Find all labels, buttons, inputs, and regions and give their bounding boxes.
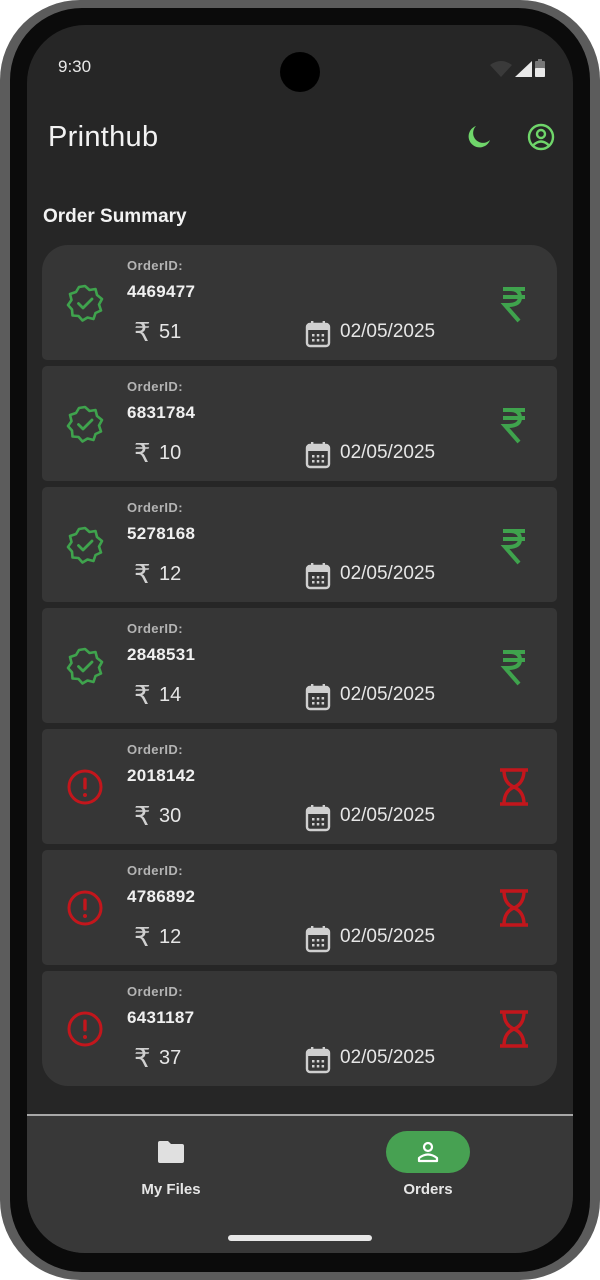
pending-hourglass-icon[interactable]	[499, 1009, 529, 1049]
rupee-icon: ₹	[134, 922, 151, 952]
payment-done-rupee-icon[interactable]	[499, 283, 529, 323]
home-indicator[interactable]	[228, 1235, 372, 1241]
camera-cutout	[280, 52, 320, 92]
order-id: 2848531	[127, 645, 196, 664]
calendar-icon	[305, 320, 331, 348]
order-id: 6831784	[127, 403, 196, 422]
order-card[interactable]: OrderID: 2018142 ₹ 30 02/05/2025	[42, 729, 557, 844]
order-list: OrderID: 4469477 ₹ 51 02/05/2025 OrderID…	[42, 245, 557, 1092]
app-screen: 9:30 Printhub Order Summary OrderID: 446…	[27, 25, 573, 1253]
order-id-label: OrderID:	[127, 863, 183, 878]
person-icon	[417, 1141, 439, 1163]
status-time: 9:30	[58, 57, 92, 76]
app-title: Printhub	[48, 121, 159, 153]
order-id-label: OrderID:	[127, 742, 183, 757]
order-date: 02/05/2025	[340, 805, 436, 826]
rupee-icon: ₹	[134, 559, 151, 589]
order-date: 02/05/2025	[340, 684, 436, 705]
signal-icon	[515, 61, 532, 77]
moon-icon[interactable]	[464, 123, 492, 151]
nav-pill-active	[386, 1131, 470, 1173]
order-id-label: OrderID:	[127, 984, 183, 999]
order-card[interactable]: OrderID: 4469477 ₹ 51 02/05/2025	[42, 245, 557, 360]
nav-divider	[27, 1114, 573, 1116]
calendar-icon	[305, 562, 331, 590]
order-card[interactable]: OrderID: 6431187 ₹ 37 02/05/2025	[42, 971, 557, 1086]
pending-hourglass-icon[interactable]	[499, 888, 529, 928]
order-date: 02/05/2025	[340, 442, 436, 463]
calendar-icon	[305, 441, 331, 469]
order-date: 02/05/2025	[340, 563, 436, 584]
order-date: 02/05/2025	[340, 926, 436, 947]
folder-icon	[158, 1141, 184, 1163]
order-id: 4786892	[127, 887, 196, 906]
rupee-icon: ₹	[134, 317, 151, 347]
order-card[interactable]: OrderID: 4786892 ₹ 12 02/05/2025	[42, 850, 557, 965]
nav-label: My Files	[141, 1181, 201, 1198]
rupee-icon: ₹	[134, 801, 151, 831]
payment-done-rupee-icon[interactable]	[499, 646, 529, 686]
calendar-icon	[305, 683, 331, 711]
nav-item-my-files[interactable]: My Files	[111, 1131, 231, 1201]
order-date: 02/05/2025	[340, 1047, 436, 1068]
order-id-label: OrderID:	[127, 500, 183, 515]
order-id-label: OrderID:	[127, 258, 183, 273]
rupee-icon: ₹	[134, 680, 151, 710]
error-alert-icon	[66, 768, 104, 806]
order-amount: 30	[159, 805, 182, 827]
order-amount: 37	[159, 1047, 182, 1069]
order-id: 2018142	[127, 766, 196, 785]
payment-done-rupee-icon[interactable]	[499, 404, 529, 444]
verified-badge-icon	[66, 526, 104, 564]
payment-done-rupee-icon[interactable]	[499, 525, 529, 565]
order-amount: 12	[159, 563, 182, 585]
order-amount: 10	[159, 442, 182, 464]
order-card[interactable]: OrderID: 5278168 ₹ 12 02/05/2025	[42, 487, 557, 602]
order-id: 6431187	[127, 1008, 195, 1027]
verified-badge-icon	[66, 284, 104, 322]
bottom-nav: My Files Orders	[27, 1116, 573, 1253]
order-id: 4469477	[127, 282, 196, 301]
nav-label: Orders	[403, 1181, 453, 1198]
wifi-icon	[490, 61, 512, 77]
order-card[interactable]: OrderID: 2848531 ₹ 14 02/05/2025	[42, 608, 557, 723]
battery-icon	[535, 59, 545, 77]
error-alert-icon	[66, 889, 104, 927]
nav-pill	[129, 1131, 213, 1173]
order-id-label: OrderID:	[127, 379, 183, 394]
pending-hourglass-icon[interactable]	[499, 767, 529, 807]
error-alert-icon	[66, 1010, 104, 1048]
calendar-icon	[305, 804, 331, 832]
status-icons	[490, 59, 545, 77]
order-id: 5278168	[127, 524, 196, 543]
verified-badge-icon	[66, 405, 104, 443]
order-id-label: OrderID:	[127, 621, 183, 636]
rupee-icon: ₹	[134, 438, 151, 468]
nav-item-orders[interactable]: Orders	[368, 1131, 488, 1201]
account-circle-icon[interactable]	[527, 123, 555, 151]
order-amount: 12	[159, 926, 182, 948]
order-amount: 51	[159, 321, 182, 343]
order-amount: 14	[159, 684, 182, 706]
calendar-icon	[305, 925, 331, 953]
section-title: Order Summary	[43, 206, 187, 227]
verified-badge-icon	[66, 647, 104, 685]
rupee-icon: ₹	[134, 1043, 151, 1073]
calendar-icon	[305, 1046, 331, 1074]
order-card[interactable]: OrderID: 6831784 ₹ 10 02/05/2025	[42, 366, 557, 481]
order-date: 02/05/2025	[340, 321, 436, 342]
